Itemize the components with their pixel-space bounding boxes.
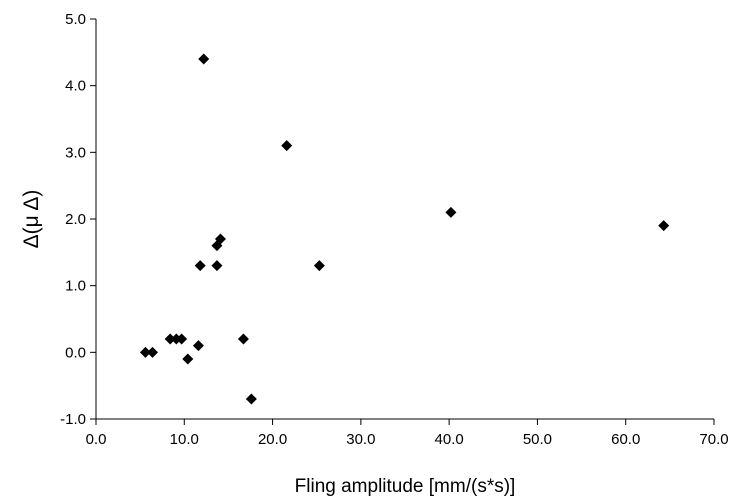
- x-tick-label: 30.0: [346, 431, 375, 448]
- data-point: [281, 140, 293, 152]
- x-tick-label: 50.0: [523, 431, 552, 448]
- y-tick-label: -1.0: [60, 411, 86, 428]
- x-tick-label: 40.0: [435, 431, 464, 448]
- data-point: [147, 346, 159, 358]
- y-tick-label: 4.0: [65, 78, 86, 95]
- data-point: [313, 260, 325, 272]
- data-point: [182, 353, 194, 365]
- x-tick-label: 70.0: [699, 431, 728, 448]
- data-point: [192, 340, 204, 352]
- data-point: [658, 220, 670, 232]
- y-axis-title: Δ(μ Δ): [20, 190, 43, 249]
- data-point: [445, 206, 457, 218]
- x-tick-label: 20.0: [258, 431, 287, 448]
- y-tick-label: 0.0: [65, 344, 86, 361]
- data-point: [176, 333, 188, 345]
- y-tick-label: 2.0: [65, 211, 86, 228]
- data-point: [164, 333, 176, 345]
- y-tick-label: 5.0: [65, 11, 86, 28]
- data-point: [139, 346, 151, 358]
- data-point: [211, 260, 223, 272]
- x-tick-label: 60.0: [611, 431, 640, 448]
- y-tick-label: 3.0: [65, 144, 86, 161]
- data-points: [139, 53, 670, 405]
- data-point: [214, 233, 226, 245]
- data-point: [194, 260, 206, 272]
- x-ticks: 0.0 10.0 20.0 30.0 40.0 50.0 60.0 70.0: [86, 419, 729, 448]
- y-tick-label: 1.0: [65, 278, 86, 295]
- data-point: [245, 393, 257, 405]
- x-tick-label: 10.0: [170, 431, 199, 448]
- y-ticks: -1.0 0.0 1.0 2.0 3.0 4.0 5.0: [60, 11, 96, 428]
- x-axis-title: Fling amplitude [mm/(s*s)]: [295, 476, 516, 497]
- x-tick-label: 0.0: [86, 431, 107, 448]
- data-point: [198, 53, 210, 65]
- data-point: [237, 333, 249, 345]
